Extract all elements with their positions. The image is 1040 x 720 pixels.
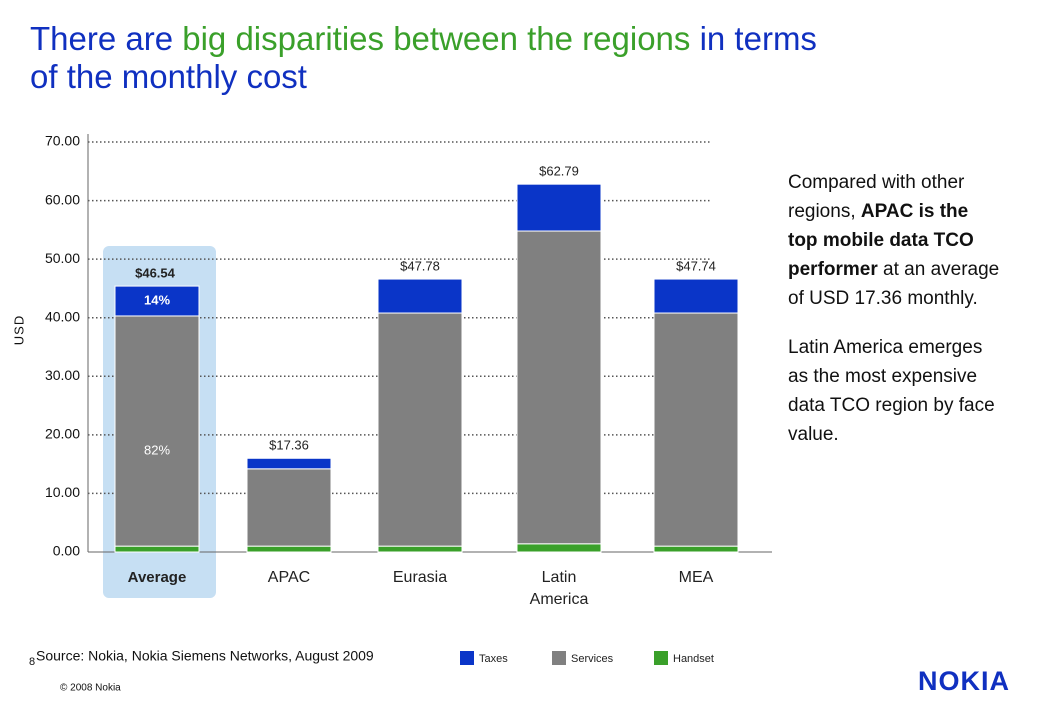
total-label: $47.74: [676, 258, 716, 273]
y-tick-label: 50.00: [45, 250, 80, 266]
title-part: in terms of the monthly cost: [30, 20, 817, 95]
legend-swatch: [460, 651, 474, 665]
y-axis-label: USD: [11, 315, 26, 345]
side-text: Compared with other regions, APAC is the…: [788, 168, 1003, 469]
total-label: $47.78: [400, 258, 440, 273]
bar-segment: [653, 545, 739, 553]
total-label: $46.54: [135, 266, 176, 281]
bar-segment: [246, 545, 332, 553]
legend-label: Handset: [673, 653, 714, 665]
bar-segment: [377, 278, 463, 314]
bar-segment: [516, 183, 602, 232]
logo: NOKIA: [918, 666, 1010, 696]
legend-label: Taxes: [479, 653, 508, 665]
page-number: 8: [29, 656, 35, 668]
bar-segment: [114, 285, 200, 317]
x-tick-label: APAC: [267, 569, 311, 586]
title-part: big disparities between the regions: [182, 20, 691, 57]
bar-segment: [114, 315, 200, 547]
y-tick-label: 20.00: [45, 426, 80, 442]
bar-segment: [246, 468, 332, 547]
bar-segment: [114, 545, 200, 553]
y-tick-label: 70.00: [45, 133, 80, 149]
bar-segment: [516, 230, 602, 545]
title: There are big disparities between the re…: [30, 20, 850, 96]
legend-swatch: [654, 651, 668, 665]
bar-segment: [653, 278, 739, 314]
bar-segment: [377, 545, 463, 553]
total-label: $17.36: [269, 438, 309, 453]
legend-swatch: [552, 651, 566, 665]
source: Source: Nokia, Nokia Siemens Networks, A…: [36, 648, 374, 664]
bar-segment: [246, 457, 332, 470]
text-run: Latin America emerges as the most expens…: [788, 337, 995, 445]
bar-segment: [653, 312, 739, 547]
y-tick-label: 40.00: [45, 308, 80, 324]
y-tick-label: 60.00: [45, 191, 80, 207]
x-tick-label: MEA: [678, 569, 714, 586]
text-run: APAC is the top mobile data TCO performe…: [788, 201, 974, 280]
text-run: at an average of USD 17.36 monthly.: [788, 259, 1000, 309]
paragraph: Compared with other regions, APAC is the…: [788, 168, 1003, 313]
y-tick-label: 10.00: [45, 484, 80, 500]
bar-segment: [377, 312, 463, 547]
bar-segment: [516, 543, 602, 553]
text-run: Compared with other regions,: [788, 172, 965, 222]
x-tick-label: Average: [127, 569, 187, 586]
copyright: © 2008 Nokia: [60, 683, 121, 694]
share-label: 14%: [144, 292, 170, 307]
total-label: $62.79: [539, 164, 579, 179]
y-tick-label: 0.00: [53, 543, 80, 559]
paragraph: Latin America emerges as the most expens…: [788, 333, 1003, 449]
x-tick-label: Latin America: [529, 569, 589, 608]
share-label: 82%: [144, 442, 170, 457]
x-tick-label: Eurasia: [392, 569, 448, 586]
title-part: There are: [30, 20, 183, 57]
y-tick-label: 30.00: [45, 367, 80, 383]
legend-label: Services: [571, 653, 614, 665]
